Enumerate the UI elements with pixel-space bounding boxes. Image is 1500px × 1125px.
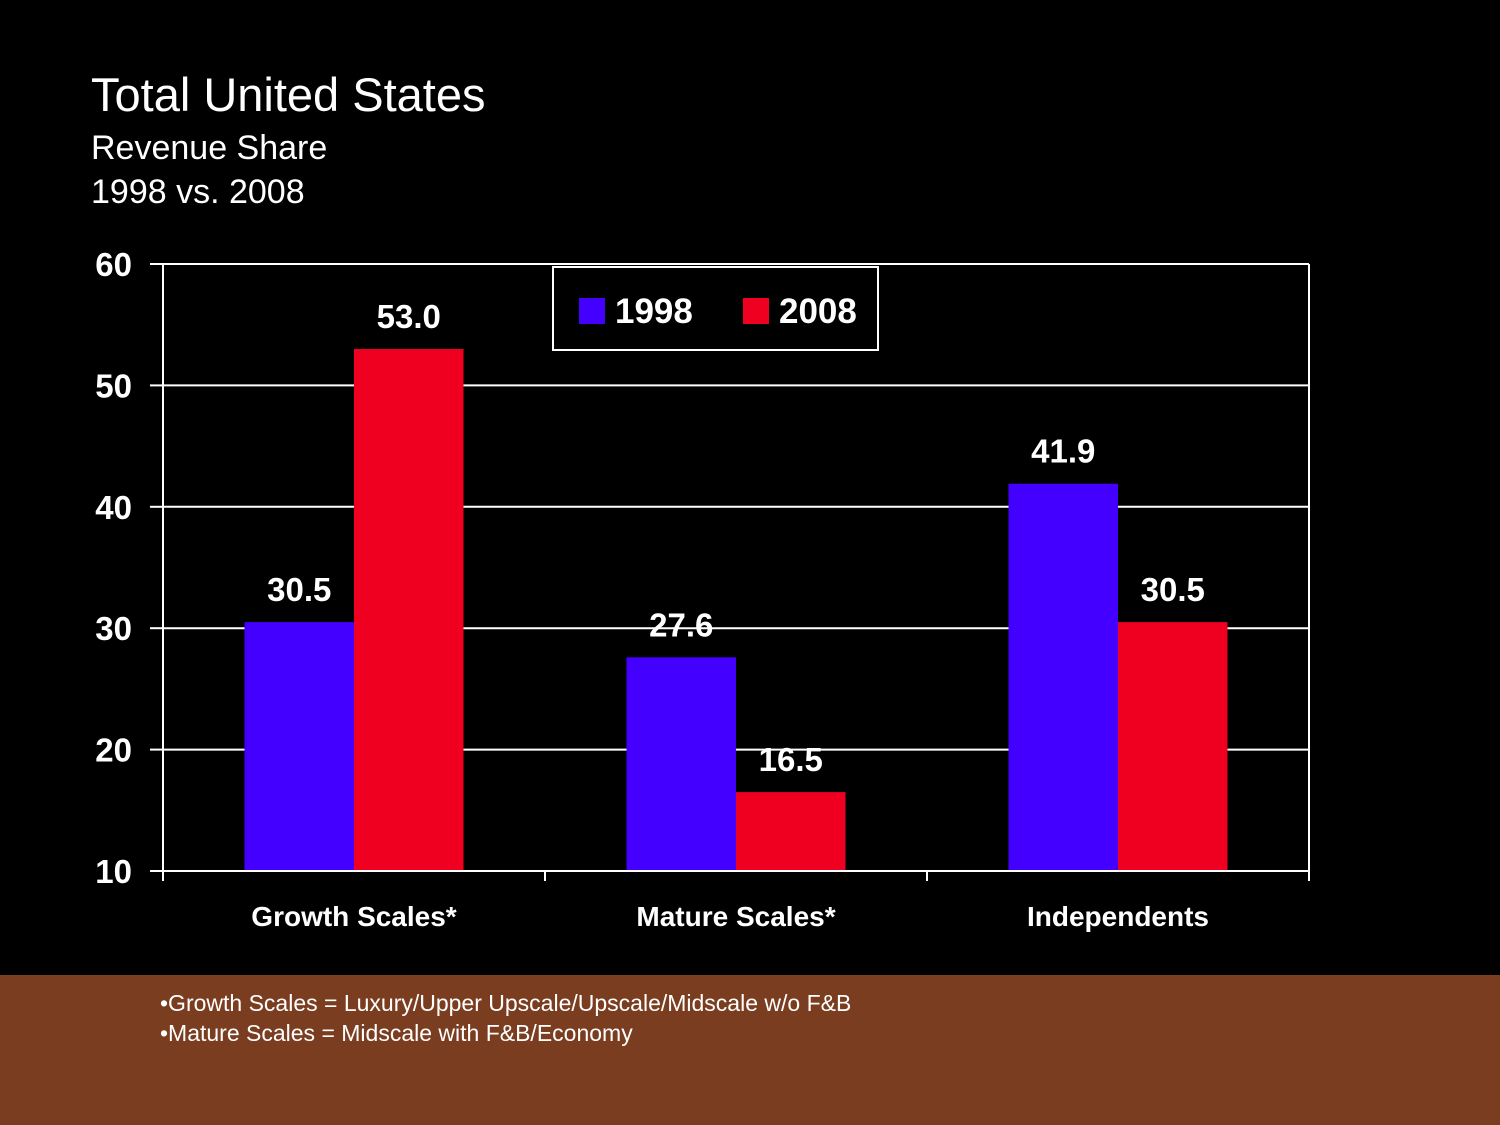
slide-title: Total United States <box>91 68 486 121</box>
slide-subtitle-metric: Revenue Share <box>91 129 328 167</box>
bar-1998 <box>1008 483 1118 871</box>
legend-swatch-2008 <box>743 298 769 324</box>
x-tick-label: Mature Scales* <box>636 901 835 932</box>
y-tick-label: 40 <box>95 489 132 526</box>
legend-box <box>552 266 879 351</box>
bar-1998 <box>626 657 736 871</box>
footnote-panel <box>0 975 1500 1125</box>
legend-swatch-1998 <box>579 298 605 324</box>
data-label-1998: 30.5 <box>267 571 331 608</box>
data-label-1998: 27.6 <box>649 606 713 643</box>
slide-subtitle-period: 1998 vs. 2008 <box>91 173 305 211</box>
x-tick-label: Growth Scales* <box>251 901 457 932</box>
footnote-mature-scales: •Mature Scales = Midscale with F&B/Econo… <box>160 1020 633 1046</box>
legend-label-1998: 1998 <box>615 292 693 331</box>
y-tick-label: 30 <box>95 610 132 647</box>
y-tick-label: 10 <box>95 853 132 890</box>
y-tick-label: 60 <box>95 246 132 283</box>
bar-2008 <box>1118 622 1228 871</box>
data-label-1998: 41.9 <box>1031 433 1095 470</box>
bar-2008 <box>736 792 846 871</box>
data-label-2008: 30.5 <box>1141 571 1205 608</box>
footnote-growth-scales: •Growth Scales = Luxury/Upper Upscale/Up… <box>160 990 852 1016</box>
y-tick-label: 20 <box>95 732 132 769</box>
legend-label-2008: 2008 <box>779 292 857 331</box>
y-tick-label: 50 <box>95 367 132 404</box>
bar-chart: 10 20 30 40 50 60 30.5 53.0 Growth Scales* 27.6 16… <box>95 246 1310 932</box>
bar-2008 <box>354 348 464 872</box>
bar-1998 <box>244 622 354 871</box>
data-label-2008: 16.5 <box>759 741 823 778</box>
x-tick-label: Independents <box>1027 901 1209 932</box>
data-label-2008: 53.0 <box>377 298 441 335</box>
